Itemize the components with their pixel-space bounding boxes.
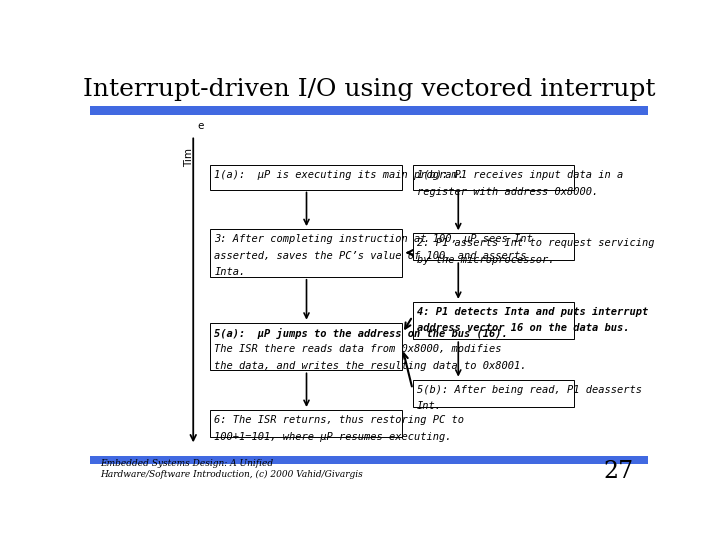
Text: Int.: Int. — [417, 401, 442, 411]
Text: 3: After completing instruction at 100, μP sees Int: 3: After completing instruction at 100, … — [215, 234, 534, 244]
Text: The ISR there reads data from 0x8000, modifies: The ISR there reads data from 0x8000, mo… — [215, 344, 502, 354]
Text: 5(a):  μP jumps to the address on the bus (16).: 5(a): μP jumps to the address on the bus… — [215, 328, 508, 339]
Bar — [413, 233, 575, 260]
Bar — [413, 165, 575, 190]
Text: Embedded Systems Design: A Unified
Hardware/Software Introduction, (c) 2000 Vahi: Embedded Systems Design: A Unified Hardw… — [100, 459, 363, 479]
Text: e: e — [197, 122, 204, 131]
Text: address vector 16 on the data bus.: address vector 16 on the data bus. — [417, 323, 629, 333]
Text: Tim: Tim — [184, 148, 194, 167]
Text: 6: The ISR returns, thus restoring PC to: 6: The ISR returns, thus restoring PC to — [215, 415, 464, 425]
Text: 1(b): P1 receives input data in a: 1(b): P1 receives input data in a — [417, 171, 624, 180]
Bar — [413, 302, 575, 339]
Bar — [210, 165, 402, 190]
Text: Inta.: Inta. — [215, 267, 246, 278]
Bar — [413, 380, 575, 407]
Text: the data, and writes the resulting data to 0x8001.: the data, and writes the resulting data … — [215, 361, 527, 371]
Text: by the microprocessor.: by the microprocessor. — [417, 255, 554, 265]
Bar — [90, 105, 648, 114]
Text: 100+1=101, where μP resumes executing.: 100+1=101, where μP resumes executing. — [215, 431, 452, 442]
Bar — [210, 410, 402, 437]
Bar — [210, 229, 402, 277]
Text: 27: 27 — [604, 460, 634, 483]
Text: Interrupt-driven I/O using vectored interrupt: Interrupt-driven I/O using vectored inte… — [83, 78, 655, 101]
Bar — [210, 322, 402, 370]
Text: 5(b): After being read, P1 deasserts: 5(b): After being read, P1 deasserts — [417, 384, 642, 395]
Text: register with address 0x8000.: register with address 0x8000. — [417, 187, 598, 197]
Text: 2: P1 asserts Int to request servicing: 2: P1 asserts Int to request servicing — [417, 238, 654, 248]
Bar — [90, 456, 648, 464]
Text: 4: P1 detects Inta and puts interrupt: 4: P1 detects Inta and puts interrupt — [417, 307, 648, 317]
Text: asserted, saves the PC’s value of 100, and asserts: asserted, saves the PC’s value of 100, a… — [215, 251, 527, 261]
Text: 1(a):  μP is executing its main program.: 1(a): μP is executing its main program. — [215, 171, 464, 180]
